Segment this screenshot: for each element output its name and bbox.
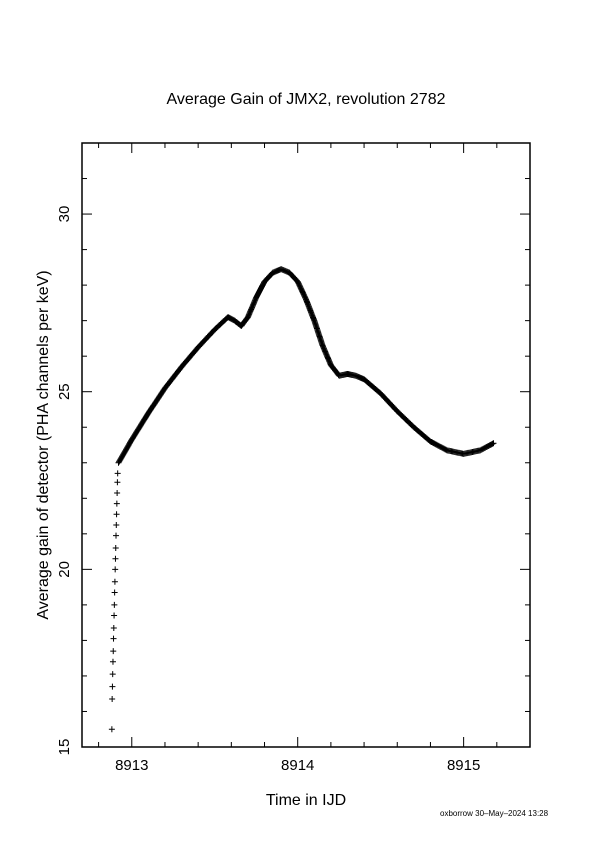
- data-point: [109, 696, 116, 703]
- y-tick-label: 25: [56, 383, 73, 400]
- data-point: [109, 658, 116, 665]
- x-tick-label: 8913: [115, 757, 148, 774]
- data-point: [108, 726, 115, 733]
- data-point: [113, 511, 120, 518]
- data-point: [113, 500, 120, 507]
- footer-credit: oxborrow 30–May–2024 13:28: [440, 809, 549, 818]
- data-point: [111, 601, 118, 608]
- x-tick-label: 8915: [447, 757, 480, 774]
- axis-ticks: [82, 143, 530, 748]
- data-point: [112, 555, 119, 562]
- data-point: [110, 624, 117, 631]
- x-axis-label: Time in IJD: [266, 792, 346, 809]
- data-point: [490, 440, 497, 447]
- tick-labels: 8913 8914 8915 15 20 25 30: [56, 206, 480, 774]
- data-point: [110, 635, 117, 642]
- y-axis-label: Average gain of detector (PHA channels p…: [35, 270, 52, 619]
- x-tick-label: 8914: [281, 757, 314, 774]
- y-tick-label: 20: [56, 561, 73, 578]
- plot-frame: [81, 142, 531, 748]
- data-point: [114, 489, 121, 496]
- data-point: [112, 545, 119, 552]
- y-tick-label: 15: [56, 739, 73, 756]
- data-point: [111, 578, 118, 585]
- y-tick-label: 30: [56, 206, 73, 223]
- data-point: [113, 521, 120, 528]
- data-point: [109, 683, 116, 690]
- data-points: [108, 266, 497, 733]
- data-point: [111, 589, 118, 596]
- data-point: [111, 612, 118, 619]
- data-point: [112, 566, 119, 573]
- data-point: [489, 440, 496, 447]
- data-point: [110, 648, 117, 655]
- data-point: [114, 479, 121, 486]
- chart-title: Average Gain of JMX2, revolution 2782: [167, 91, 446, 108]
- data-point: [114, 470, 121, 477]
- data-point: [109, 671, 116, 678]
- data-point: [113, 532, 120, 539]
